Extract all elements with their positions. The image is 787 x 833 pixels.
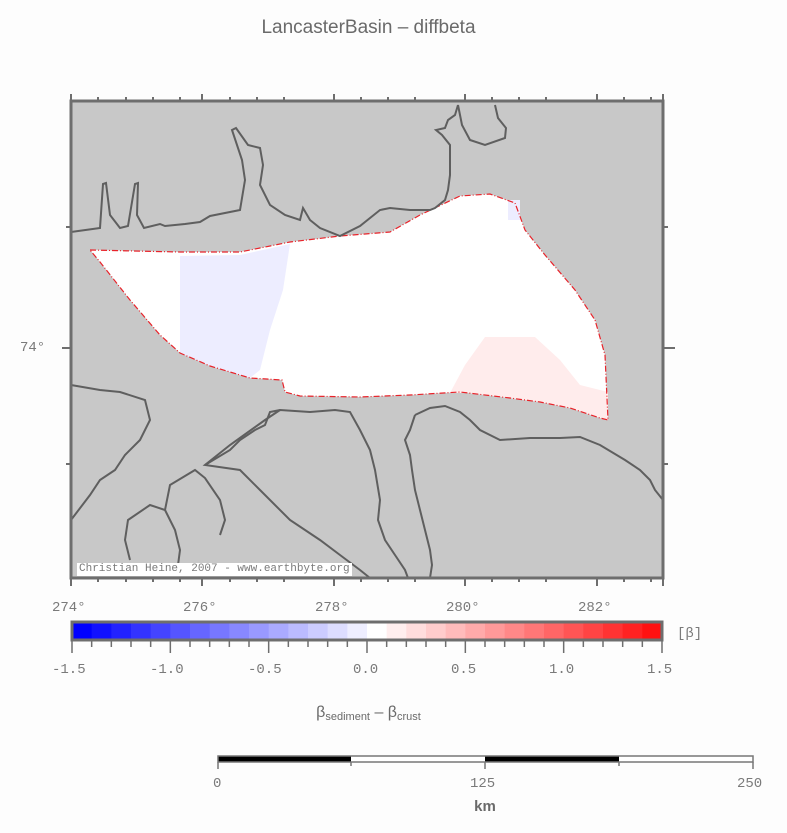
colorbar-swatch: [268, 622, 289, 640]
colorbar-swatch: [288, 622, 309, 640]
lon-label-274: 274°: [52, 600, 86, 616]
basin-negative-region: [180, 244, 290, 378]
map-frame: [69, 99, 665, 580]
colorbar-swatch: [622, 622, 643, 640]
colorbar-swatch: [485, 622, 506, 640]
coastline-south-west: [70, 384, 152, 521]
side-ticks: [62, 226, 675, 465]
colorbar: [72, 622, 663, 640]
coastline-north: [70, 104, 459, 238]
bottom-ticks: [70, 578, 664, 586]
coastlines: [70, 104, 664, 579]
colorbar-swatch: [229, 622, 250, 640]
colorbar-swatch: [170, 622, 191, 640]
coastline-south-inlet-2: [164, 468, 227, 536]
coastline-south-central: [204, 408, 409, 579]
coastline-south-island: [202, 409, 371, 579]
colorbar-swatch: [544, 622, 565, 640]
colorbar-swatch: [111, 622, 132, 640]
coastline-south-inlet-1: [123, 503, 182, 566]
colorbar-swatch: [603, 622, 624, 640]
basin-outline: [88, 193, 609, 421]
colorbar-swatch: [327, 622, 348, 640]
colorbar-swatch: [386, 622, 407, 640]
lon-label-282: 282°: [578, 600, 612, 616]
colorbar-swatch: [367, 622, 388, 640]
colorbar-swatch: [563, 622, 584, 640]
colorbar-swatch: [190, 622, 211, 640]
colorbar-swatch: [426, 622, 447, 640]
colorbar-ticks: [71, 641, 663, 653]
colorbar-swatch: [465, 622, 486, 640]
coastline-north-2: [457, 104, 508, 147]
colorbar-tick-label: -1.0: [150, 662, 184, 678]
colorbar-swatch: [72, 622, 93, 640]
colorbar-swatch: [249, 622, 270, 640]
colorbar-tick-label: -0.5: [248, 662, 282, 678]
colorbar-tick-label: 1.0: [549, 662, 575, 678]
colorbar-tick-label: 0.0: [353, 662, 379, 678]
colorbar-swatch: [406, 622, 427, 640]
scale-unit: km: [474, 798, 496, 815]
colorbar-swatch: [347, 622, 368, 640]
lon-label-278: 278°: [315, 600, 349, 616]
colorbar-swatch: [504, 622, 525, 640]
colorbar-tick-label: 0.5: [451, 662, 477, 678]
colorbar-swatch: [131, 622, 152, 640]
colorbar-swatch: [445, 622, 466, 640]
map-title: LancasterBasin – diffbeta: [261, 17, 476, 38]
colorbar-swatch: [524, 622, 545, 640]
lon-label-276: 276°: [183, 600, 217, 616]
scale-label-0: 0: [213, 776, 222, 792]
credit-text: Christian Heine, 2007 - www.earthbyte.or…: [77, 563, 352, 576]
coastline-peninsula: [403, 414, 434, 579]
lat-label-74: 74°: [20, 340, 46, 356]
scale-label-125: 125: [470, 776, 496, 792]
colorbar-tick-label: -1.5: [52, 662, 86, 678]
colorbar-unit: [β]: [677, 626, 703, 642]
colorbar-swatch: [91, 622, 112, 640]
coastline-south-east: [414, 404, 664, 501]
top-ticks: [70, 94, 664, 101]
colorbar-title: βsediment – βcrust: [316, 704, 421, 723]
basin-positive-region: [450, 337, 608, 420]
colorbar-swatch: [583, 622, 604, 640]
lon-label-280: 280°: [446, 600, 480, 616]
basin-negative-patch: [508, 200, 520, 220]
colorbar-swatch: [642, 622, 663, 640]
colorbar-swatch: [150, 622, 171, 640]
colorbar-tick-label: 1.5: [647, 662, 673, 678]
colorbar-swatch: [209, 622, 230, 640]
scale-label-250: 250: [737, 776, 763, 792]
colorbar-frame: [70, 620, 664, 642]
scale-bar: [217, 755, 754, 769]
colorbar-swatch: [308, 622, 329, 640]
